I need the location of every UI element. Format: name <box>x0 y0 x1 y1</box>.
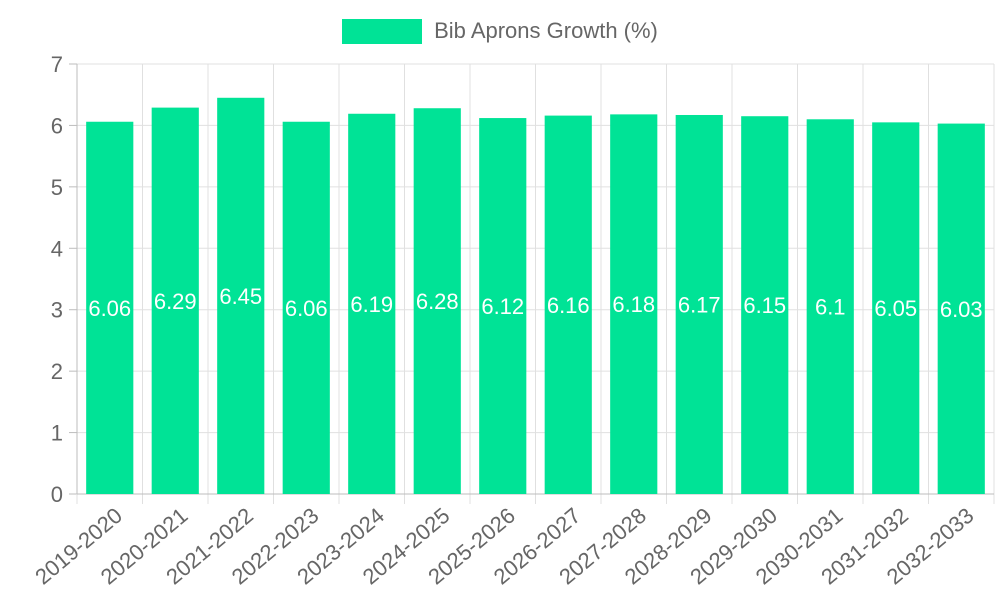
y-tick-label: 3 <box>51 298 63 323</box>
bar-value-label: 6.1 <box>815 295 846 320</box>
bar-value-label: 6.06 <box>88 296 131 321</box>
bar-value-label: 6.28 <box>416 289 459 314</box>
bar-value-label: 6.03 <box>940 297 983 322</box>
bar <box>151 107 199 494</box>
bar <box>675 114 723 494</box>
bar-value-label: 6.12 <box>481 294 524 319</box>
y-tick-label: 6 <box>51 113 63 138</box>
y-tick-label: 5 <box>51 175 63 200</box>
bar <box>937 123 985 494</box>
bar-value-label: 6.29 <box>154 289 197 314</box>
bar <box>217 97 265 495</box>
bar-value-label: 6.05 <box>874 296 917 321</box>
bar-value-label: 6.18 <box>612 292 655 317</box>
y-tick-label: 0 <box>51 482 63 507</box>
bar-value-label: 6.19 <box>350 292 393 317</box>
bar <box>741 116 789 494</box>
bar-value-label: 6.15 <box>743 293 786 318</box>
y-tick-label: 2 <box>51 359 63 384</box>
bar <box>413 108 461 494</box>
y-tick-label: 4 <box>51 236 63 261</box>
bar-value-label: 6.06 <box>285 296 328 321</box>
bar <box>610 114 658 494</box>
bar-value-label: 6.45 <box>219 284 262 309</box>
legend-label: Bib Aprons Growth (%) <box>434 18 658 43</box>
bar <box>806 119 854 495</box>
y-tick-label: 7 <box>51 52 63 77</box>
chart-legend: Bib Aprons Growth (%) <box>0 18 1000 44</box>
bar <box>348 113 396 494</box>
legend-swatch <box>342 18 423 44</box>
bar <box>86 121 134 494</box>
bar <box>872 122 920 494</box>
bar <box>544 115 592 494</box>
bar-value-label: 6.16 <box>547 293 590 318</box>
bar <box>479 118 527 495</box>
y-tick-label: 1 <box>51 421 63 446</box>
bar <box>282 121 330 494</box>
bar-value-label: 6.17 <box>678 292 721 317</box>
